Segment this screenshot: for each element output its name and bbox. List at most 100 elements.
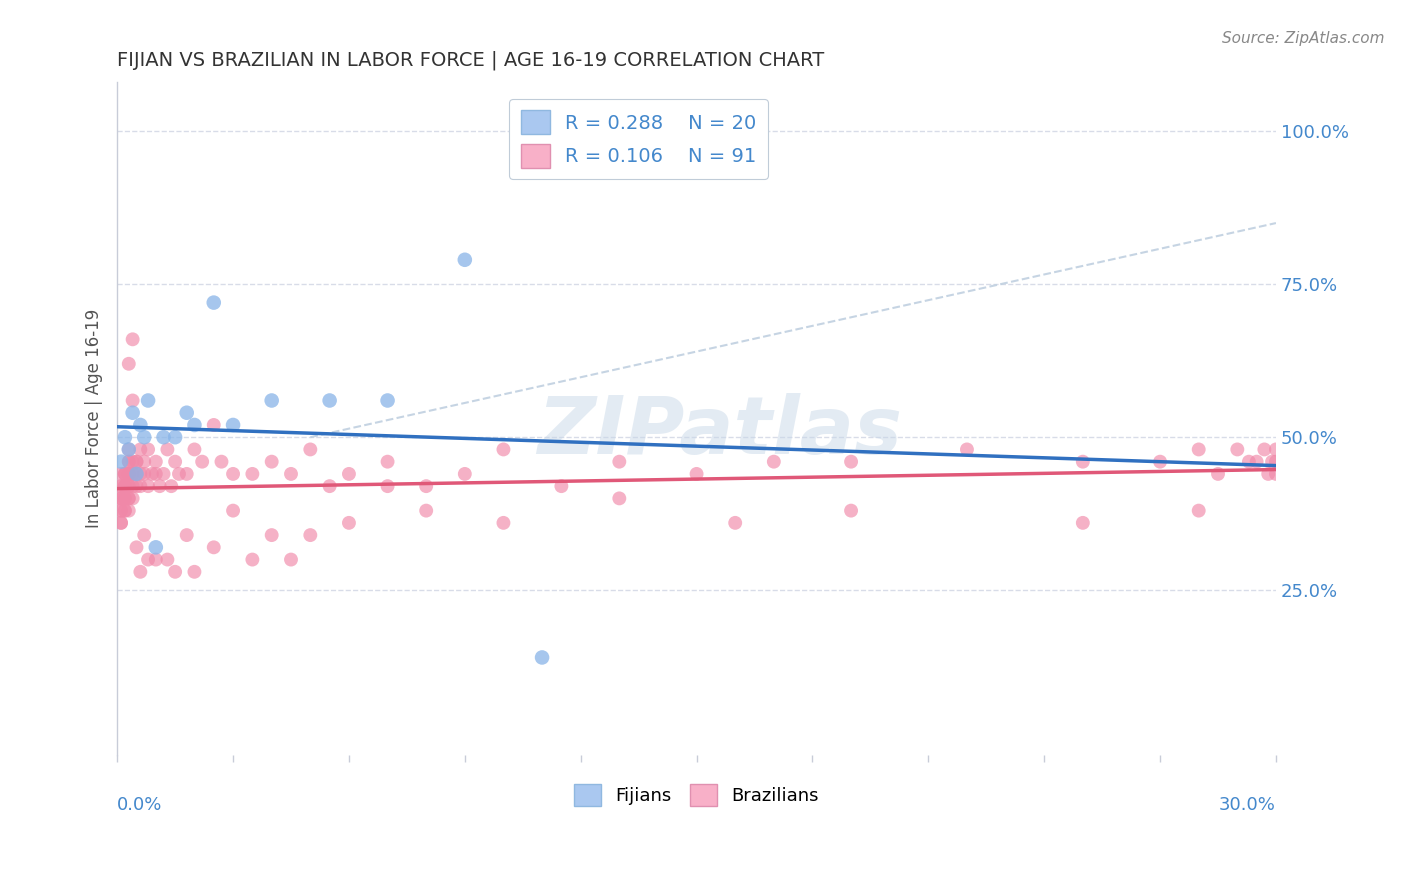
Point [125,479,148,493]
Point [1206,467,1229,481]
Point [114,467,136,481]
Point [110,479,132,493]
Point [260,393,283,408]
Point [377,479,399,493]
Point [492,442,515,457]
Point [114,479,136,493]
Point [280,467,302,481]
Point [118,491,141,506]
Point [129,479,152,493]
Point [118,442,141,457]
Point [176,406,198,420]
Point [121,467,143,481]
Point [110,503,132,517]
Point [202,417,225,432]
Point [118,467,141,481]
Point [160,479,183,493]
Point [183,442,205,457]
Text: ZIPatlas: ZIPatlas [537,393,903,471]
Point [685,467,707,481]
Point [1188,503,1211,517]
Point [121,406,143,420]
Point [337,467,360,481]
Point [136,479,159,493]
Point [121,479,143,493]
Point [145,455,167,469]
Point [167,467,190,481]
Point [110,516,132,530]
Point [118,479,141,493]
Point [118,357,141,371]
Point [1226,442,1249,457]
Point [1261,455,1284,469]
Point [1237,455,1260,469]
Point [118,491,141,506]
Point [1188,442,1211,457]
Point [377,455,399,469]
Point [152,467,174,481]
Point [1265,455,1288,469]
Point [121,467,143,481]
Point [1071,516,1094,530]
Point [136,393,159,408]
Point [176,467,198,481]
Point [318,479,340,493]
Point [114,467,136,481]
Point [607,491,630,506]
Point [607,455,630,469]
Point [114,467,136,481]
Text: 0.0%: 0.0% [117,796,163,814]
Point [129,467,152,481]
Point [121,455,143,469]
Point [222,417,245,432]
Legend: R = 0.288    N = 20, R = 0.106    N = 91: R = 0.288 N = 20, R = 0.106 N = 91 [509,99,768,179]
Point [377,393,399,408]
Point [114,503,136,517]
Point [176,528,198,542]
Point [260,455,283,469]
Point [280,552,302,566]
Point [762,455,785,469]
Point [134,455,156,469]
Point [118,455,141,469]
Point [839,503,862,517]
Point [839,455,862,469]
Point [118,503,141,517]
Point [337,516,360,530]
Point [299,442,322,457]
Point [129,417,152,432]
Point [1149,455,1171,469]
Point [492,516,515,530]
Point [1265,442,1288,457]
Point [121,332,143,346]
Point [125,455,148,469]
Point [114,479,136,493]
Point [211,455,233,469]
Point [134,528,156,542]
Point [1071,455,1094,469]
Point [191,455,214,469]
Point [134,467,156,481]
Point [136,552,159,566]
Point [260,528,283,542]
Point [118,442,141,457]
Text: FIJIAN VS BRAZILIAN IN LABOR FORCE | AGE 16-19 CORRELATION CHART: FIJIAN VS BRAZILIAN IN LABOR FORCE | AGE… [117,51,824,70]
Point [145,552,167,566]
Point [222,467,245,481]
Point [454,252,477,267]
Point [1246,455,1268,469]
Text: 30.0%: 30.0% [1219,796,1277,814]
Point [724,516,747,530]
Point [114,491,136,506]
Point [156,442,179,457]
Text: Source: ZipAtlas.com: Source: ZipAtlas.com [1222,31,1385,46]
Point [183,417,205,432]
Point [118,467,141,481]
Point [242,552,264,566]
Point [156,552,179,566]
Point [110,467,132,481]
Point [110,516,132,530]
Point [121,491,143,506]
Point [114,491,136,506]
Point [202,295,225,310]
